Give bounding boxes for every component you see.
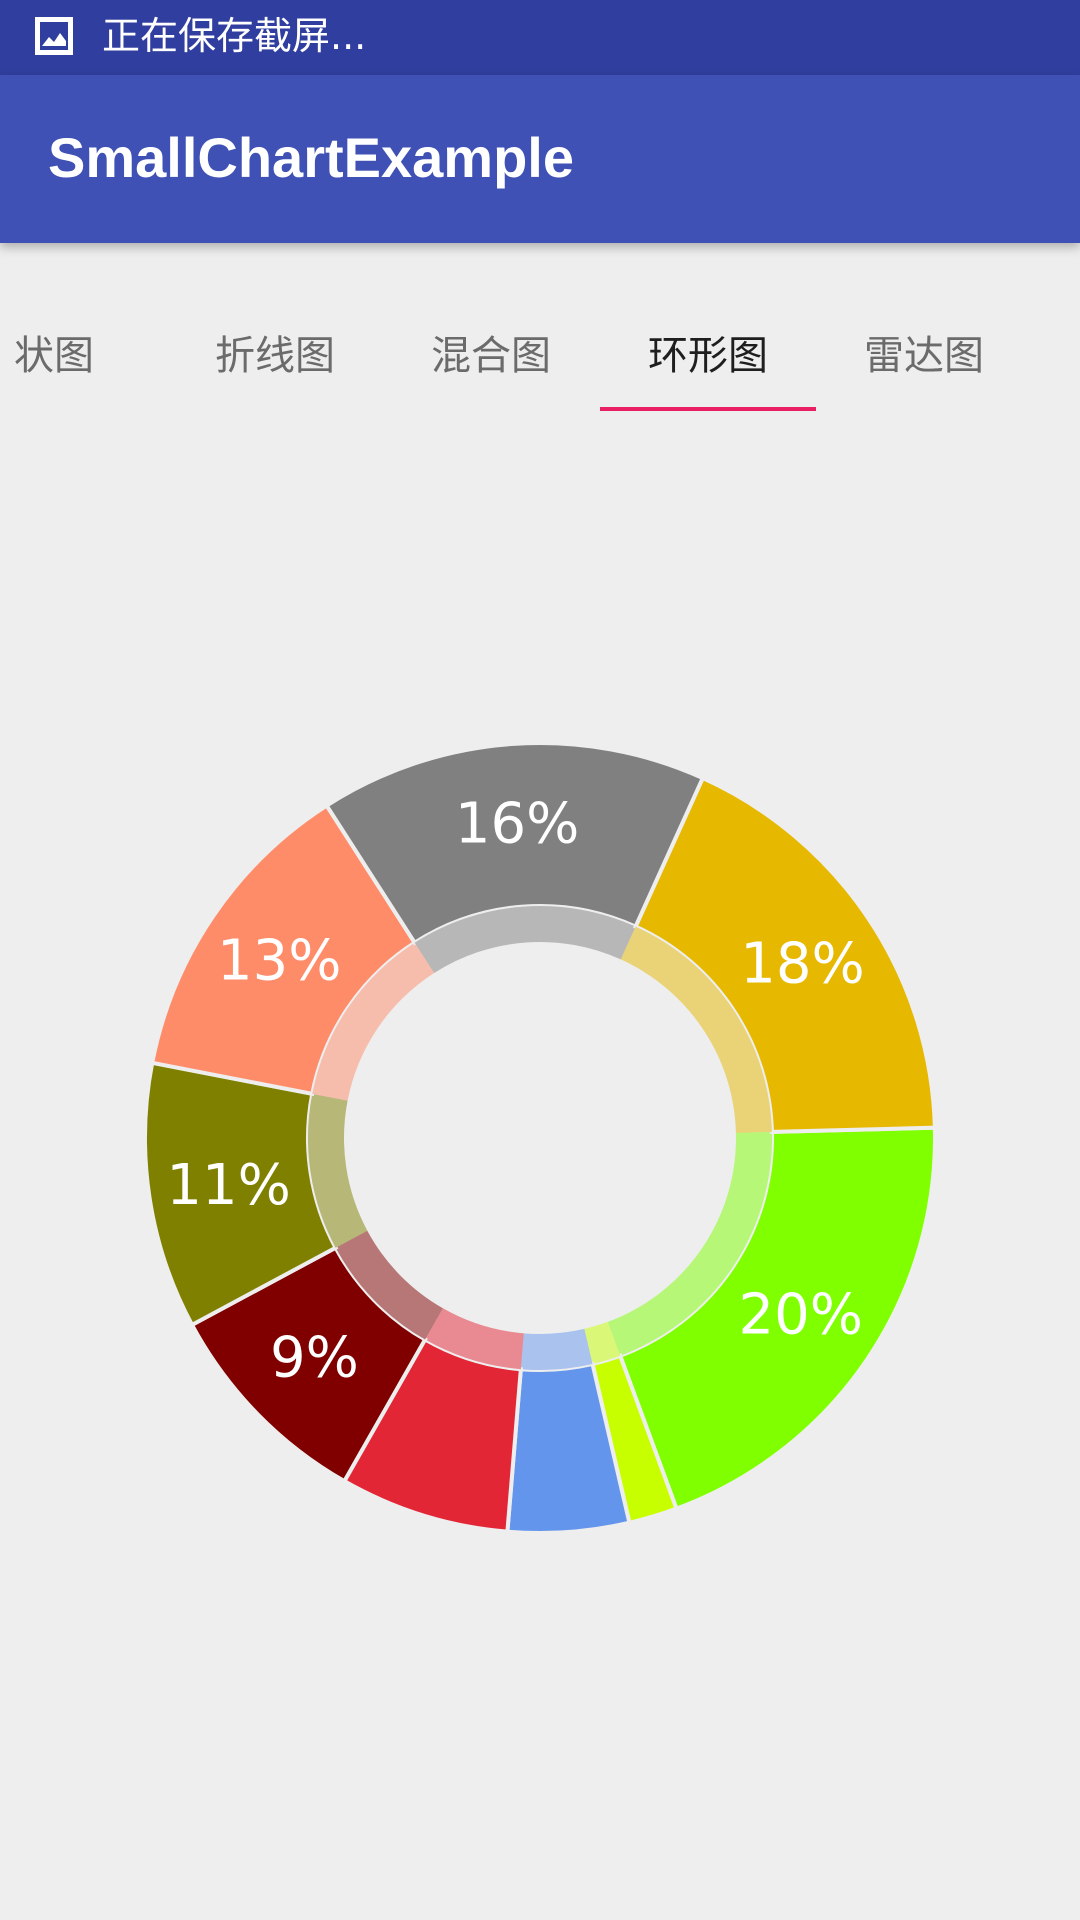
donut-slice-label-5: 11% [166,1153,290,1218]
donut-slice-label-7: 16% [455,791,579,856]
chart-area: 20% 9% 11% 13% 16% 18% [0,413,1080,1920]
status-bar: 正在保存截屏... [0,0,1080,75]
donut-inner-ring-1 [584,1321,621,1364]
tab-bar: 状图 折线图 混合图 环形图 雷达图 [0,243,1080,413]
donut-inner-ring-6 [312,942,435,1101]
tab-line-chart[interactable]: 折线图 [215,333,335,379]
donut-slice-label-8: 18% [740,931,864,996]
tab-bar-chart[interactable]: 状图 [14,333,94,379]
tab-ring-chart[interactable]: 环形图 [648,333,768,379]
tab-combined-chart[interactable]: 混合图 [431,333,551,379]
donut-inner-ring-8 [620,926,772,1133]
donut-inner-ring-5 [307,1093,368,1248]
donut-inner-ring-4 [335,1230,443,1340]
app-bar: SmallChartExample [0,75,1080,243]
app-title: SmallChartExample [48,126,574,189]
donut-slice-label-6: 13% [217,929,341,994]
status-notification-text: 正在保存截屏... [102,14,367,58]
donut-inner-ring-7 [414,906,636,974]
donut-chart: 20% 9% 11% 13% 16% 18% [143,741,937,1535]
donut-inner-ring-3 [425,1308,524,1370]
donut-inner-ring-0 [607,1131,772,1356]
donut-inner-ring-2 [520,1328,593,1370]
image-icon [35,17,73,55]
donut-slice-label-0: 20% [738,1282,862,1347]
tab-active-indicator [600,407,816,411]
tab-radar-chart[interactable]: 雷达图 [864,333,984,379]
donut-slice-label-4: 9% [270,1325,359,1390]
